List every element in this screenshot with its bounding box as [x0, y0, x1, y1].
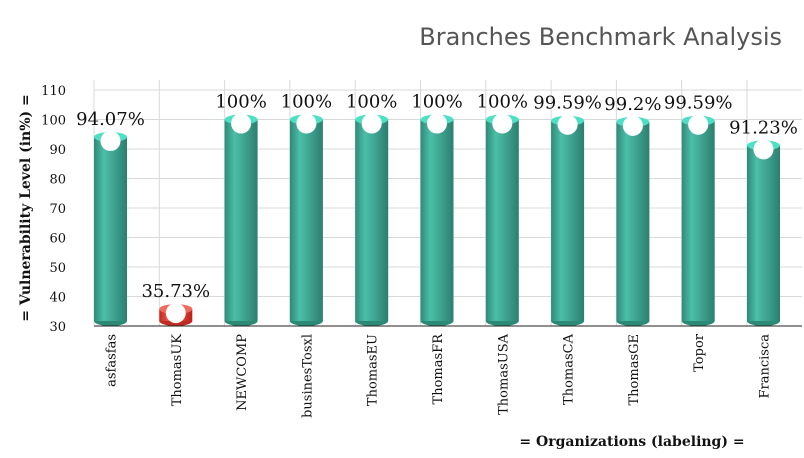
- bar-ThomasUSA: [485, 113, 519, 326]
- data-label: 100%: [215, 92, 266, 113]
- bars: [94, 113, 780, 326]
- bar-ThomasCA: [551, 114, 585, 326]
- bar-asfasfas: [94, 130, 127, 326]
- data-label: 35.73%: [141, 281, 210, 302]
- bar-body: [681, 120, 715, 321]
- bar-body: [224, 119, 258, 321]
- data-point-marker: [622, 115, 643, 136]
- y-tick-label: 30: [49, 320, 66, 335]
- x-tick-label: Topor: [692, 333, 707, 372]
- chart-title: Branches Benchmark Analysis: [419, 23, 782, 51]
- x-tick-label: ThomasFR: [431, 333, 446, 405]
- data-label: 91.23%: [729, 117, 798, 138]
- bar-ThomasEU: [355, 113, 389, 326]
- data-point-marker: [296, 113, 317, 134]
- y-tick-label: 70: [49, 202, 66, 217]
- data-point-marker: [165, 303, 186, 324]
- x-tick-label: NEWCOMP: [235, 334, 250, 411]
- data-label: 100%: [411, 92, 462, 113]
- x-tick-label: businesTosxl: [300, 334, 315, 418]
- y-tick-label: 90: [49, 143, 66, 158]
- data-label: 100%: [477, 92, 528, 113]
- x-tick-label: Francisca: [758, 334, 773, 399]
- bar-body: [485, 119, 519, 321]
- data-label: 99.59%: [664, 93, 733, 114]
- bar-body: [551, 120, 585, 321]
- data-labels: 94.07%35.73%100% 100% 100% 100% 100% 99.59% 99…: [76, 92, 798, 303]
- bar-Topor: [681, 114, 715, 326]
- bar-ThomasFR: [420, 113, 454, 326]
- data-point-marker: [231, 113, 252, 134]
- bar-body: [747, 145, 780, 321]
- bar-ThomasGE: [616, 115, 650, 326]
- y-tick-label: 110: [41, 84, 66, 99]
- x-axis-title: = Organizations (labeling) =: [519, 434, 744, 450]
- x-tick-label: ThomasEU: [366, 334, 381, 406]
- x-tick-label: ThomasUK: [170, 334, 185, 407]
- y-axis-ticks: 30 40 50 60 70 80 90 100 110: [41, 84, 66, 335]
- y-axis-title: = Vulnerability Level (in%) =: [18, 94, 34, 321]
- bar-Francisca: [747, 139, 780, 326]
- data-point-marker: [753, 139, 774, 160]
- data-point-marker: [100, 130, 121, 151]
- x-axis-categories: asfasfas ThomasUK NEWCOMP businesTosxl Thoma…: [105, 333, 773, 418]
- bar-businesTosxl: [289, 113, 323, 326]
- y-tick-label: 100: [41, 114, 66, 129]
- bar-ThomasUK: [159, 303, 193, 326]
- data-point-marker: [427, 113, 447, 134]
- data-point-marker: [557, 114, 578, 135]
- data-label: 99.59%: [533, 93, 602, 114]
- y-tick-label: 40: [49, 291, 66, 306]
- data-label: 100%: [346, 92, 397, 113]
- bar-body: [289, 119, 323, 321]
- data-label: 100%: [281, 92, 332, 113]
- data-point-marker: [492, 113, 513, 134]
- data-point-marker: [361, 113, 382, 134]
- y-tick-label: 80: [49, 173, 66, 188]
- x-tick-label: ThomasCA: [562, 333, 577, 405]
- bar-NEWCOMP: [224, 113, 258, 326]
- bar-body: [420, 119, 454, 321]
- bar-body: [355, 119, 389, 321]
- data-label: 99.2%: [604, 94, 661, 115]
- data-label: 94.07%: [76, 109, 145, 130]
- y-tick-label: 60: [49, 232, 66, 247]
- bar-body: [616, 121, 650, 321]
- y-tick-label: 50: [49, 261, 66, 276]
- bar-body: [94, 136, 127, 321]
- x-tick-label: asfasfas: [105, 334, 120, 387]
- data-point-marker: [688, 114, 709, 135]
- x-tick-label: ThomasUSA: [496, 333, 511, 414]
- x-tick-label: ThomasGE: [627, 334, 642, 406]
